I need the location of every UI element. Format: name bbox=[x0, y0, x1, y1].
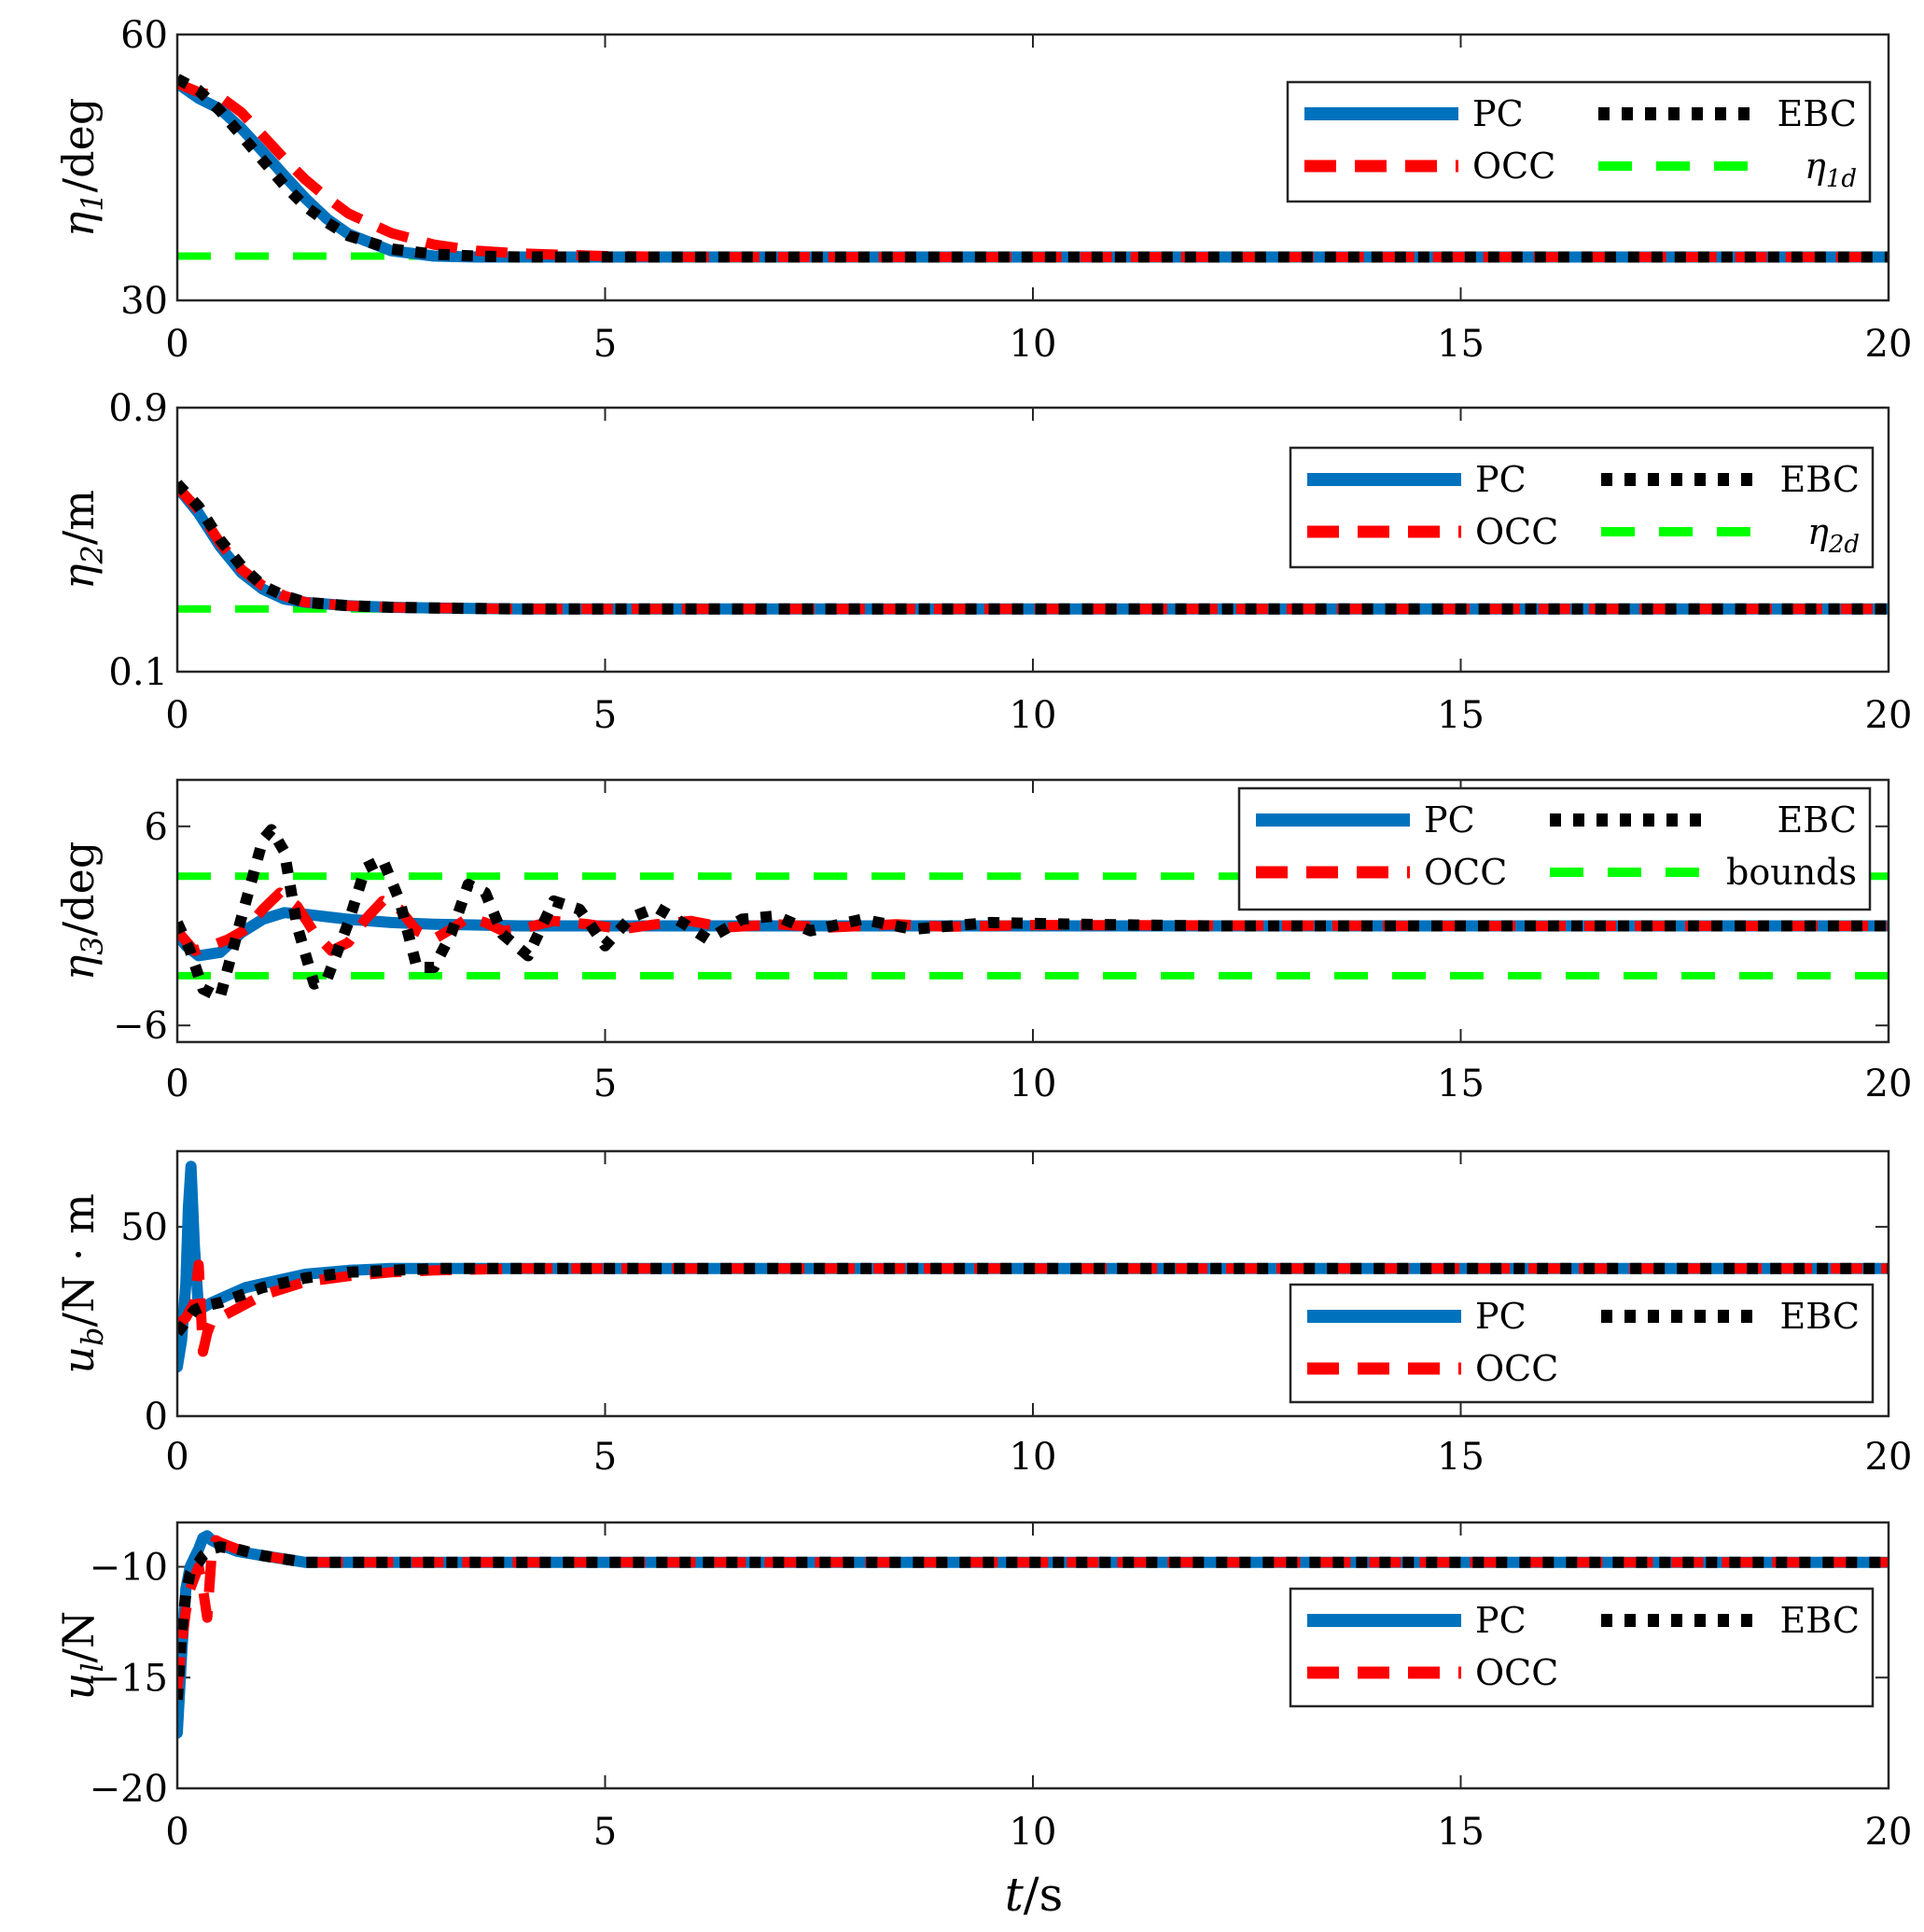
x-tick-label: 20 bbox=[1865, 1436, 1913, 1479]
x-tick-label: 5 bbox=[593, 1063, 617, 1105]
x-tick-label: 15 bbox=[1437, 694, 1485, 737]
x-tick-label: 5 bbox=[593, 694, 617, 737]
y-tick-label: −15 bbox=[90, 1657, 168, 1700]
legend-label: PC bbox=[1472, 93, 1524, 134]
series-ebc bbox=[177, 480, 1889, 615]
legend: PC EBC OCC bounds bbox=[1237, 786, 1872, 911]
legend-label: EBC bbox=[1780, 1296, 1860, 1337]
legend-box bbox=[1289, 1283, 1875, 1404]
series-ebc bbox=[177, 74, 1889, 263]
legend-label: EBC bbox=[1778, 93, 1857, 134]
legend-label: EBC bbox=[1778, 799, 1857, 841]
legend-label: PC bbox=[1475, 459, 1527, 500]
legend-label: bounds bbox=[1726, 852, 1857, 893]
axes-frame bbox=[175, 778, 1890, 1044]
y-axis-label: η1/deg bbox=[53, 98, 110, 238]
y-tick-label: 60 bbox=[120, 14, 168, 57]
legend-box bbox=[1289, 446, 1875, 569]
x-tick-label: 10 bbox=[1010, 694, 1057, 737]
y-axis-label: ub/N · m bbox=[53, 1193, 110, 1373]
x-tick-label: 10 bbox=[1010, 323, 1057, 366]
legend-label: OCC bbox=[1424, 852, 1507, 893]
legend: PC EBC OCC η1d bbox=[1286, 80, 1872, 203]
y-axis-label: ul/N bbox=[53, 1611, 110, 1701]
y-tick-label: 0.9 bbox=[108, 387, 168, 430]
y-tick-label: 30 bbox=[120, 280, 168, 323]
axes-frame bbox=[175, 1149, 1890, 1418]
legend-label: η2d bbox=[1807, 511, 1860, 559]
legend-label: OCC bbox=[1475, 511, 1558, 552]
legend-label: OCC bbox=[1475, 1348, 1558, 1389]
y-tick-label: 6 bbox=[145, 806, 168, 849]
legend-box bbox=[1289, 1587, 1875, 1708]
legend-label: PC bbox=[1424, 799, 1475, 841]
x-tick-label: 0 bbox=[165, 1811, 188, 1854]
panel-eta3: 0 5 10 15 20 −6 6 η3/deg PC EBC OCC bounds bbox=[53, 778, 1913, 1105]
legend: PC EBC OCC η2d bbox=[1289, 446, 1875, 569]
y-tick-label: −10 bbox=[90, 1547, 168, 1590]
axes-frame bbox=[175, 1521, 1890, 1790]
legend-box bbox=[1286, 80, 1872, 203]
x-tick-label: 15 bbox=[1437, 323, 1485, 366]
panel-ul: 0 5 10 15 20 −20 −15 −10 ul/N PC EBC OCC bbox=[53, 1521, 1913, 1854]
legend-label: PC bbox=[1475, 1600, 1527, 1641]
panel-eta2: 0 5 10 15 20 0.1 0.9 η2/m PC EBC OCC η2d bbox=[53, 387, 1912, 737]
x-tick-label: 20 bbox=[1865, 1811, 1913, 1854]
x-tick-label: 20 bbox=[1865, 694, 1913, 737]
y-axis-label: η2/m bbox=[53, 490, 110, 590]
series-occ bbox=[177, 78, 1889, 262]
x-tick-label: 0 bbox=[165, 1063, 188, 1105]
series-ebc bbox=[177, 824, 1889, 1003]
y-tick-label: 0.1 bbox=[108, 651, 168, 694]
x-tick-label: 10 bbox=[1010, 1436, 1057, 1479]
x-tick-label: 15 bbox=[1437, 1436, 1485, 1479]
x-tick-label: 20 bbox=[1865, 1063, 1913, 1105]
y-tick-label: 0 bbox=[145, 1396, 168, 1439]
legend: PC EBC OCC bbox=[1289, 1283, 1875, 1404]
series-ebc bbox=[177, 1541, 1889, 1701]
series-ebc bbox=[177, 1262, 1889, 1337]
x-tick-label: 10 bbox=[1010, 1811, 1057, 1854]
y-tick-label: −6 bbox=[113, 1005, 168, 1048]
legend-label: OCC bbox=[1475, 1652, 1558, 1693]
x-tick-label: 10 bbox=[1010, 1063, 1057, 1105]
x-tick-label: 20 bbox=[1865, 323, 1913, 366]
legend: PC EBC OCC bbox=[1289, 1587, 1875, 1708]
x-tick-label: 15 bbox=[1437, 1811, 1485, 1854]
y-tick-label: 50 bbox=[120, 1206, 168, 1249]
legend-label: OCC bbox=[1472, 146, 1555, 187]
x-tick-label: 5 bbox=[593, 1436, 617, 1479]
x-tick-label: 15 bbox=[1437, 1063, 1485, 1105]
x-tick-label: 5 bbox=[593, 323, 617, 366]
y-axis-label: η3/deg bbox=[53, 841, 110, 981]
x-tick-label: 0 bbox=[165, 1436, 188, 1479]
x-tick-label: 0 bbox=[165, 694, 188, 737]
y-tick-label: −20 bbox=[90, 1768, 168, 1811]
x-tick-label: 0 bbox=[165, 323, 188, 366]
axes-frame bbox=[175, 406, 1890, 674]
series-occ bbox=[177, 1259, 1889, 1357]
legend-label: PC bbox=[1475, 1296, 1527, 1337]
x-axis-label: t/s bbox=[1005, 1868, 1064, 1922]
x-tick-label: 5 bbox=[593, 1811, 617, 1854]
legend-box bbox=[1237, 786, 1872, 911]
series-occ bbox=[177, 887, 1889, 956]
legend-label: EBC bbox=[1780, 1600, 1860, 1641]
legend-label: EBC bbox=[1780, 459, 1860, 500]
legend-label: η1d bbox=[1805, 146, 1857, 193]
axes-frame bbox=[175, 33, 1890, 302]
